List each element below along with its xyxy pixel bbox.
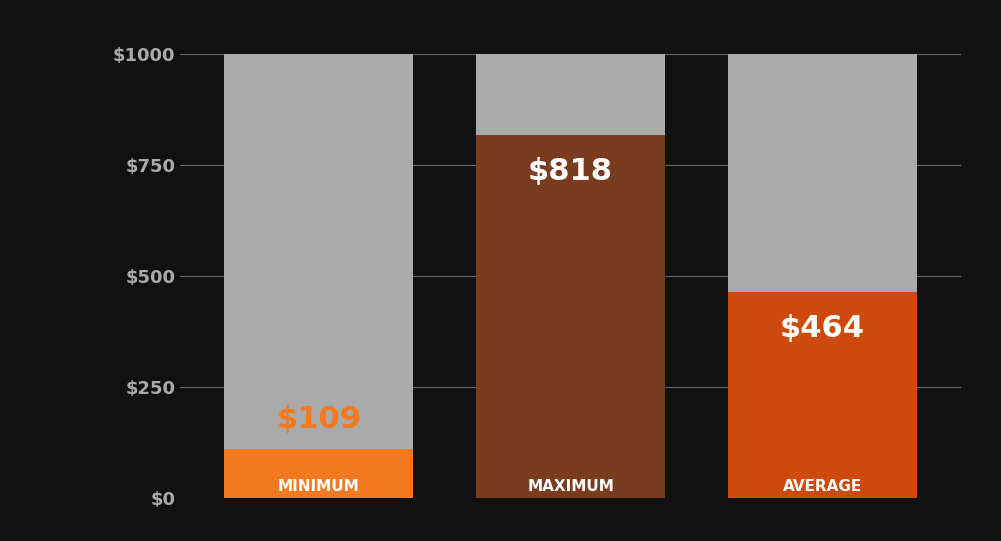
Bar	[728, 292, 917, 498]
Text: MINIMUM: MINIMUM	[278, 479, 359, 494]
Text: MAXIMUM: MAXIMUM	[528, 479, 614, 494]
Text: AVERAGE: AVERAGE	[783, 479, 862, 494]
Bar	[224, 54, 413, 498]
Bar	[224, 450, 413, 498]
Bar	[728, 54, 917, 498]
Text: $464: $464	[780, 314, 865, 343]
Bar	[476, 135, 665, 498]
Text: $818: $818	[529, 157, 613, 186]
Bar	[476, 54, 665, 498]
Text: $109: $109	[276, 405, 361, 434]
